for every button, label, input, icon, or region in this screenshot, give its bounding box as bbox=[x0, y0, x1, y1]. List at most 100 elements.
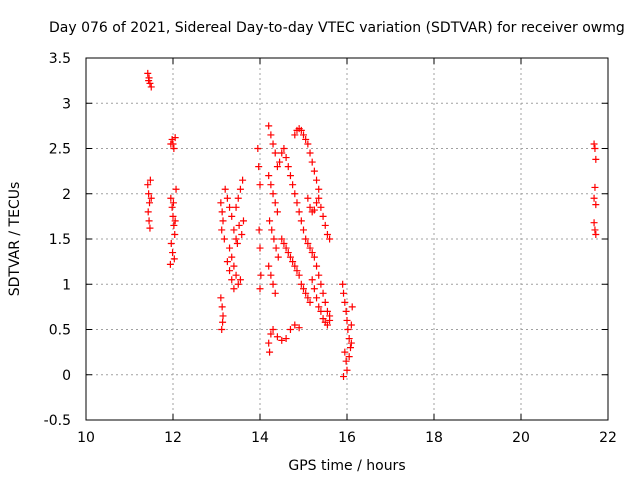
data-point bbox=[254, 145, 262, 152]
data-point bbox=[239, 176, 247, 184]
data-point bbox=[256, 244, 264, 252]
data-point bbox=[302, 235, 310, 243]
data-point bbox=[273, 163, 281, 171]
data-point bbox=[265, 262, 273, 270]
tick-labels: 10 12 14 16 18 20 22 -0.5 0 0.5 1 1.5 2 2.5 3 3.5 bbox=[44, 51, 617, 446]
data-point bbox=[341, 298, 349, 306]
data-point bbox=[236, 276, 244, 284]
data-point bbox=[172, 185, 180, 193]
data-point bbox=[297, 280, 305, 288]
data-point bbox=[591, 226, 599, 234]
y-tick-label: 3.5 bbox=[49, 51, 71, 67]
data-point bbox=[267, 181, 275, 189]
data-point bbox=[235, 221, 243, 229]
data-point bbox=[591, 183, 599, 191]
data-point bbox=[267, 131, 275, 139]
y-tick-label: 0 bbox=[62, 368, 71, 384]
data-point bbox=[590, 140, 598, 148]
data-point bbox=[226, 203, 234, 211]
data-point bbox=[145, 77, 153, 85]
data-point bbox=[590, 194, 598, 202]
data-point bbox=[348, 303, 356, 311]
data-point bbox=[267, 271, 275, 279]
data-point bbox=[293, 267, 301, 275]
data-point bbox=[286, 172, 294, 180]
data-point bbox=[592, 201, 600, 209]
data-point bbox=[315, 194, 323, 202]
data-point bbox=[302, 289, 310, 297]
data-point bbox=[321, 221, 329, 229]
data-point bbox=[266, 217, 274, 225]
data-point bbox=[147, 194, 155, 202]
axis-ticks bbox=[85, 57, 609, 421]
data-point bbox=[343, 366, 351, 374]
data-point bbox=[289, 258, 297, 266]
data-point bbox=[170, 145, 178, 152]
data-point bbox=[280, 145, 288, 152]
data-point bbox=[310, 206, 318, 214]
data-point bbox=[171, 134, 179, 142]
data-point bbox=[315, 303, 323, 311]
data-point bbox=[343, 316, 351, 324]
data-point bbox=[286, 326, 294, 333]
data-point bbox=[228, 253, 236, 261]
data-point bbox=[169, 249, 177, 257]
data-point bbox=[315, 271, 323, 279]
data-point bbox=[221, 185, 229, 193]
x-tick-label: 16 bbox=[338, 430, 356, 446]
data-point bbox=[274, 253, 282, 261]
data-point bbox=[232, 271, 240, 279]
data-point bbox=[319, 289, 327, 297]
data-point bbox=[167, 194, 175, 202]
x-axis-label: GPS time / hours bbox=[288, 458, 405, 474]
data-point bbox=[304, 140, 312, 148]
data-point bbox=[321, 298, 329, 306]
data-point bbox=[236, 185, 244, 193]
data-point bbox=[271, 199, 279, 207]
data-point bbox=[291, 321, 299, 329]
data-point bbox=[297, 126, 305, 134]
data-point bbox=[340, 289, 348, 297]
data-point bbox=[223, 194, 231, 202]
data-point bbox=[319, 212, 327, 220]
data-point bbox=[273, 208, 281, 216]
data-point bbox=[271, 289, 279, 297]
data-point bbox=[265, 122, 273, 130]
data-point bbox=[347, 321, 355, 329]
data-point bbox=[228, 276, 236, 284]
data-point bbox=[310, 253, 318, 261]
data-point bbox=[286, 253, 294, 261]
data-point bbox=[218, 208, 226, 216]
data-point bbox=[230, 285, 238, 293]
data-point bbox=[284, 249, 292, 257]
data-point bbox=[226, 244, 234, 252]
data-point bbox=[265, 339, 273, 347]
data-point bbox=[220, 235, 228, 243]
data-point bbox=[230, 226, 238, 234]
data-point bbox=[315, 185, 323, 193]
x-tick-label: 18 bbox=[425, 430, 443, 446]
data-point bbox=[304, 194, 312, 202]
data-point bbox=[226, 267, 234, 275]
data-point bbox=[278, 336, 286, 344]
data-point bbox=[310, 167, 318, 175]
data-point bbox=[306, 149, 314, 157]
data-point bbox=[289, 181, 297, 189]
data-point bbox=[297, 217, 305, 225]
data-point bbox=[300, 226, 307, 234]
data-point bbox=[344, 326, 352, 333]
data-point bbox=[145, 190, 153, 198]
data-point bbox=[219, 312, 227, 320]
data-point bbox=[272, 244, 280, 252]
data-point bbox=[145, 217, 153, 225]
data-point bbox=[339, 280, 347, 288]
data-point bbox=[323, 307, 331, 315]
data-point bbox=[232, 235, 240, 243]
data-point bbox=[342, 307, 350, 315]
data-point bbox=[170, 221, 178, 229]
data-point bbox=[166, 260, 174, 268]
data-point bbox=[232, 203, 240, 211]
y-tick-label: 1.5 bbox=[49, 232, 71, 248]
x-tick-label: 14 bbox=[251, 430, 269, 446]
